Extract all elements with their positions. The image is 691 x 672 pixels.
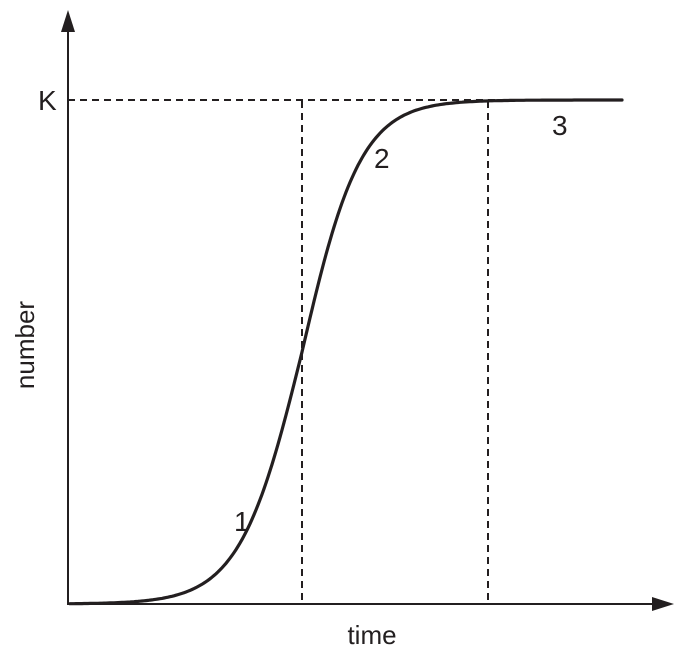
x-axis-arrowhead (652, 597, 674, 611)
phase-label-2: 2 (374, 143, 390, 174)
logistic-growth-curve (68, 98, 624, 606)
phase-label-1: 1 (234, 506, 250, 537)
y-axis-label: number (10, 301, 40, 389)
phase-label-3: 3 (552, 110, 568, 141)
k-label: K (38, 85, 57, 116)
y-axis-arrowhead (61, 10, 75, 32)
x-axis-label: time (347, 620, 396, 650)
